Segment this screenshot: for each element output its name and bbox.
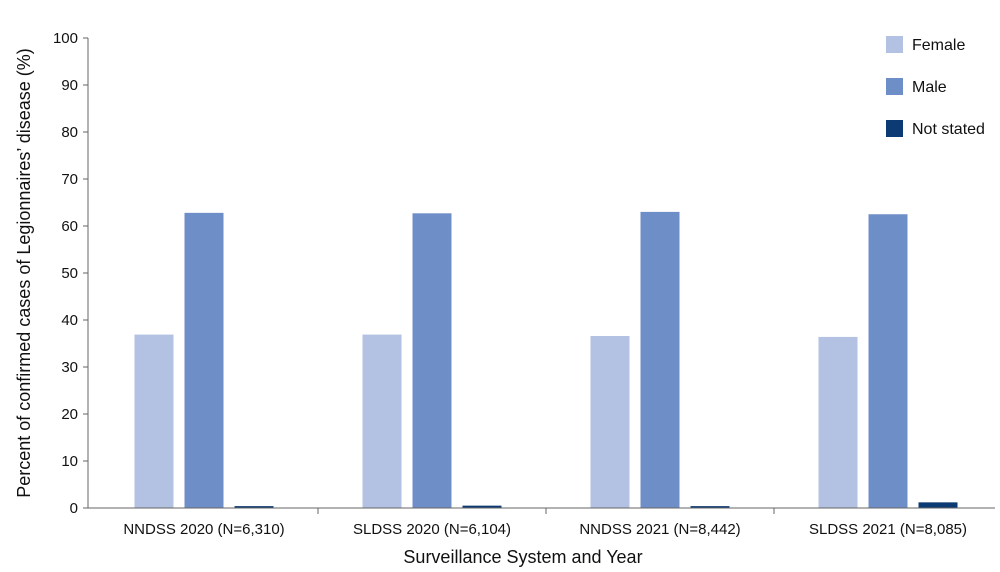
legend: Female Male Not stated xyxy=(886,36,985,138)
bar-male xyxy=(412,213,452,508)
y-axis: 0 10 20 30 40 50 60 70 80 90 100 xyxy=(53,30,89,517)
x-category-label: NNDSS 2021 (N=8,442) xyxy=(579,521,740,538)
legend-swatch xyxy=(886,120,903,137)
y-tick-label: 80 xyxy=(61,124,78,141)
x-axis-title: Surveillance System and Year xyxy=(403,547,642,567)
x-axis: NNDSS 2020 (N=6,310) SLDSS 2020 (N=6,104)… xyxy=(88,507,995,538)
bar-not-stated xyxy=(234,506,274,508)
y-tick-label: 30 xyxy=(61,359,78,376)
legend-label: Female xyxy=(912,37,965,54)
x-category-label: NNDSS 2020 (N=6,310) xyxy=(123,521,284,538)
bar-not-stated xyxy=(690,506,730,508)
y-tick-label: 20 xyxy=(61,406,78,423)
legend-swatch xyxy=(886,36,903,53)
y-axis-title: Percent of confirmed cases of Legionnair… xyxy=(14,48,34,498)
bar-male xyxy=(640,211,680,508)
x-category-label: SLDSS 2020 (N=6,104) xyxy=(353,521,511,538)
y-tick-label: 40 xyxy=(61,312,78,329)
y-tick-label: 90 xyxy=(61,77,78,94)
bar-not-stated xyxy=(462,505,502,508)
bar-male xyxy=(184,212,224,508)
x-category-label: SLDSS 2021 (N=8,085) xyxy=(809,521,967,538)
y-tick-label: 10 xyxy=(61,453,78,470)
bar-female xyxy=(134,334,174,508)
y-tick-label: 60 xyxy=(61,218,78,235)
bar-female xyxy=(362,334,402,508)
legend-swatch xyxy=(886,78,903,95)
bar-female xyxy=(818,336,858,508)
y-tick-label: 70 xyxy=(61,171,78,188)
y-tick-label: 50 xyxy=(61,265,78,282)
y-tick-label: 100 xyxy=(53,30,78,47)
y-tick-label: 0 xyxy=(70,500,78,517)
bar-female xyxy=(590,335,630,508)
bars xyxy=(134,211,958,508)
legend-label: Not stated xyxy=(912,121,985,138)
bar-not-stated xyxy=(918,502,958,508)
bar-male xyxy=(868,214,908,508)
legend-label: Male xyxy=(912,79,947,96)
